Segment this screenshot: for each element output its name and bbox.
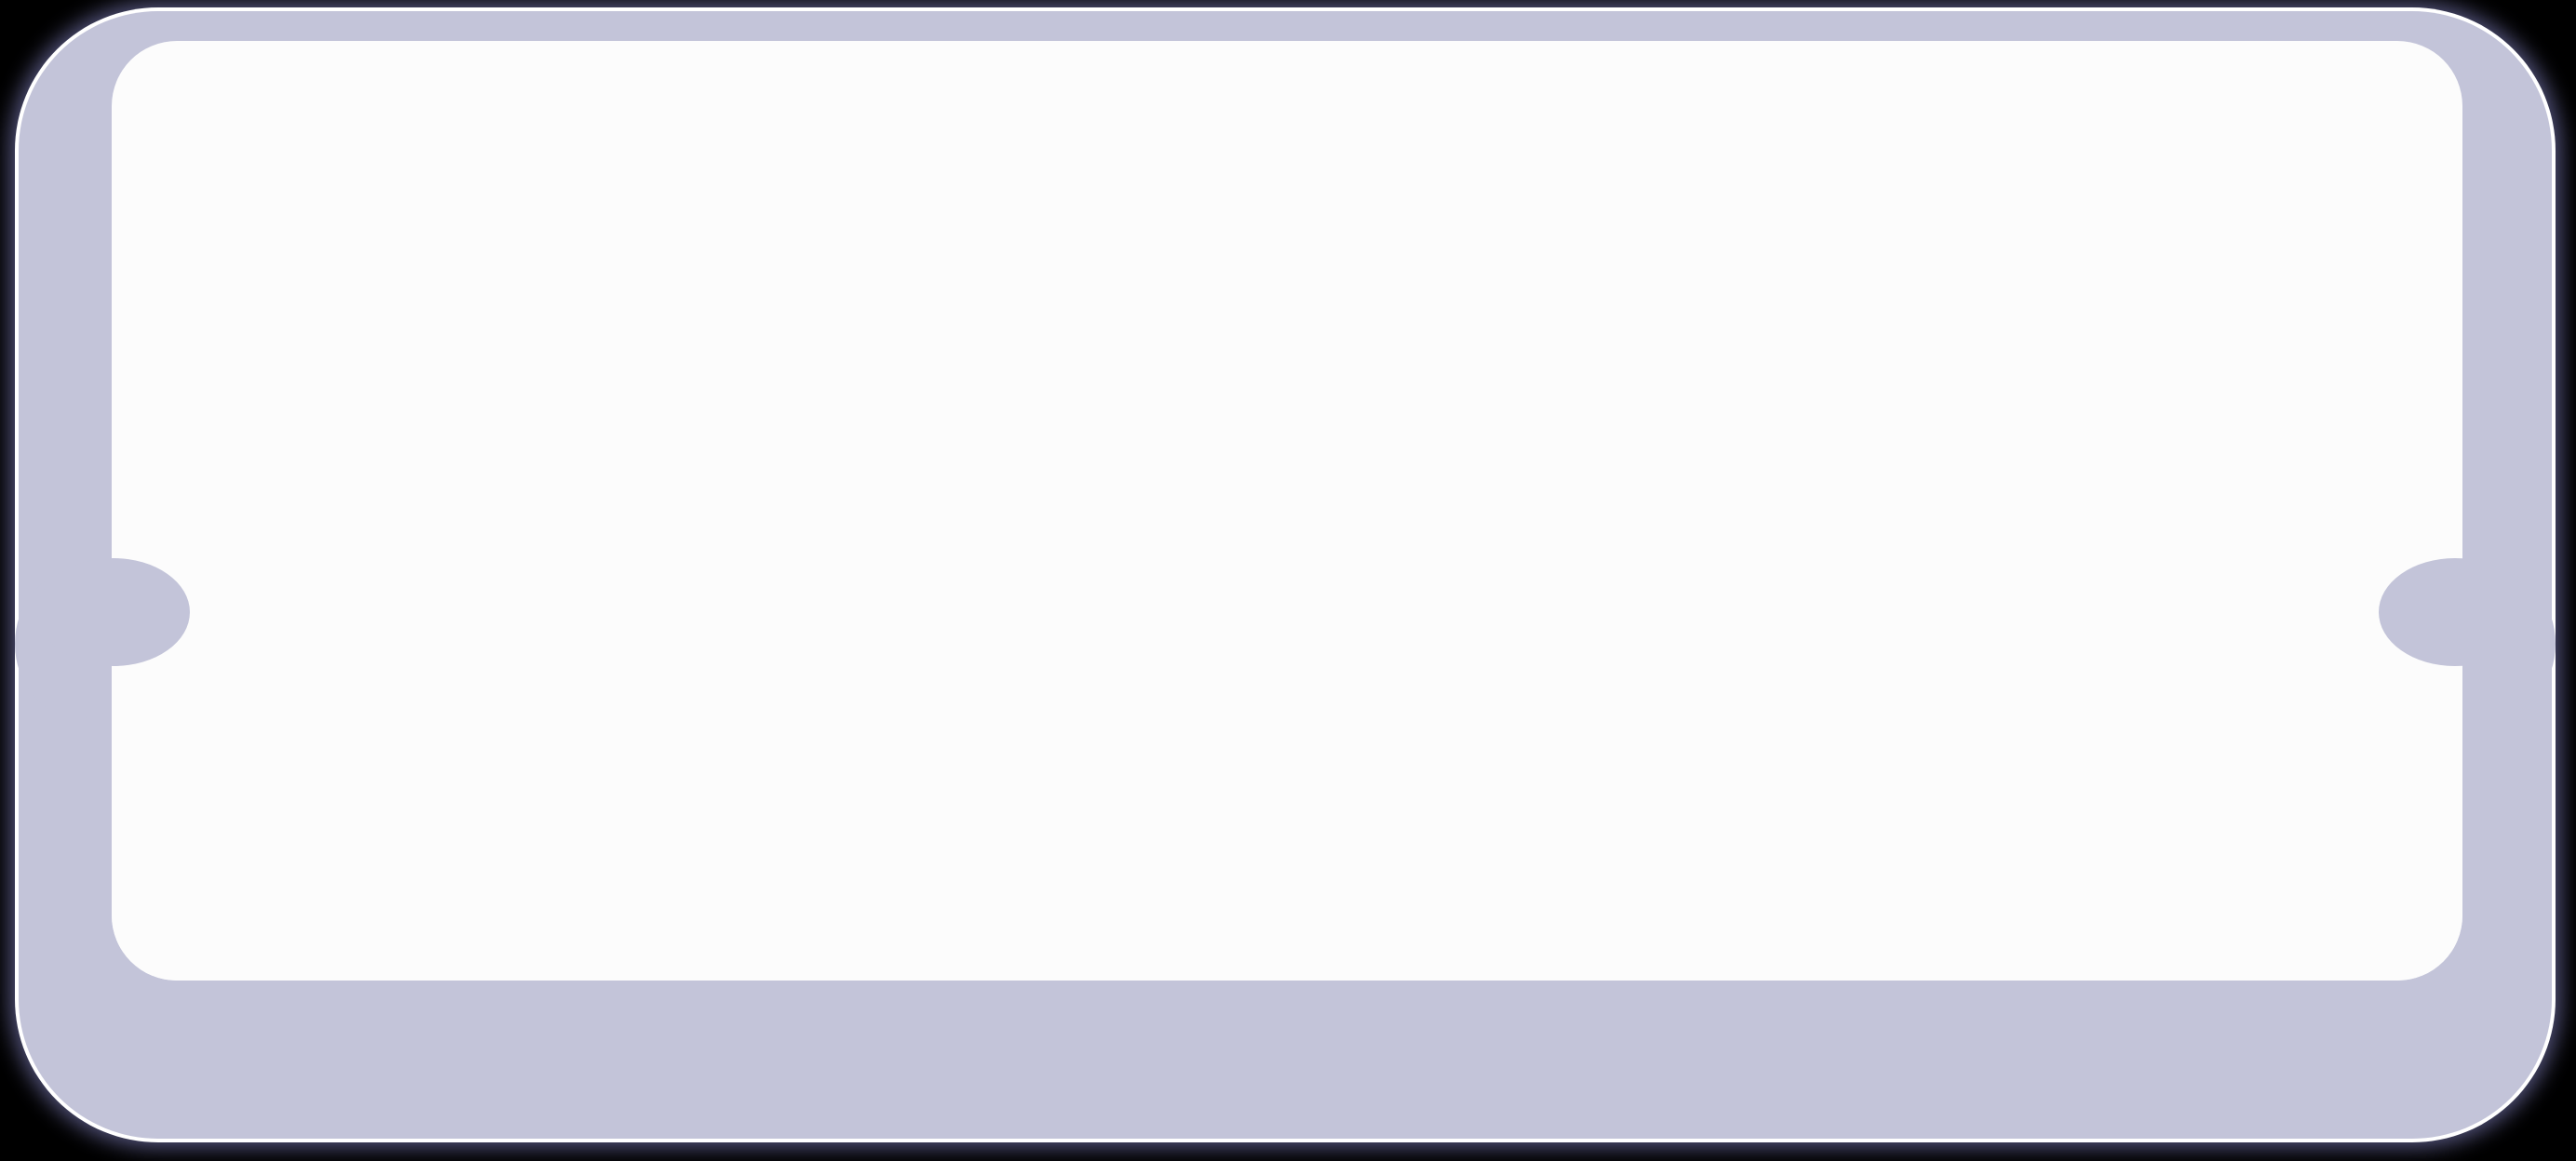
coupon-header-band — [112, 41, 2462, 739]
coupon-card[interactable] — [112, 41, 2462, 981]
coupon-cutout-right — [2379, 558, 2531, 666]
coupon-body — [112, 739, 2462, 981]
coupon-cutout-left — [37, 558, 190, 666]
